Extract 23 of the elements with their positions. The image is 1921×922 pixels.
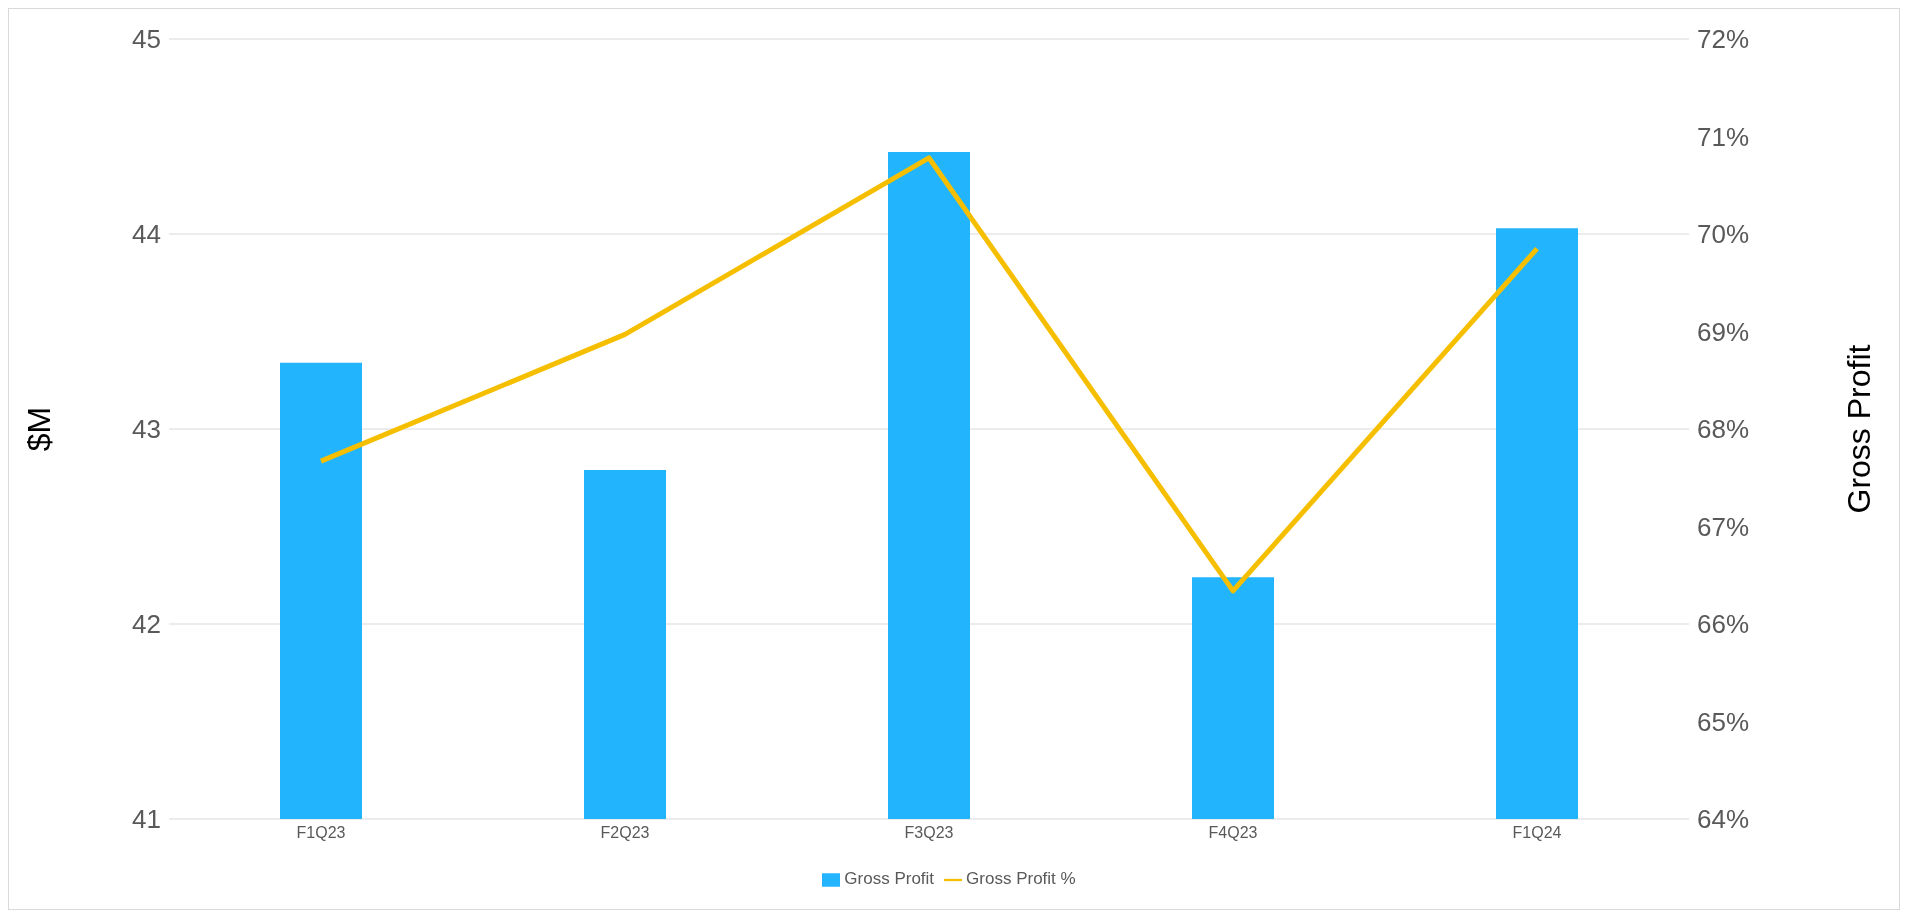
y2-tick-label: 69% bbox=[1697, 316, 1750, 347]
y2-tick-label: 68% bbox=[1697, 414, 1750, 445]
y2-axis-title: Gross Profit bbox=[1841, 344, 1878, 514]
y-tick-label: 43 bbox=[132, 414, 161, 445]
y-tick-label: 44 bbox=[132, 219, 161, 250]
y2-tick-label: 70% bbox=[1697, 219, 1750, 250]
y2-tick-label: 64% bbox=[1697, 804, 1750, 835]
legend-label: Gross Profit bbox=[844, 869, 935, 888]
x-tick-label: F2Q23 bbox=[600, 824, 650, 842]
y2-tick-label: 65% bbox=[1697, 706, 1750, 737]
y-tick-label: 41 bbox=[132, 804, 161, 835]
y-axis-title: $M bbox=[21, 406, 58, 452]
y2-tick-label: 67% bbox=[1697, 511, 1750, 542]
y2-tick-label: 66% bbox=[1697, 609, 1750, 640]
x-tick-label: F3Q23 bbox=[904, 824, 954, 842]
x-tick-label: F4Q23 bbox=[1208, 824, 1258, 842]
y-tick-label: 45 bbox=[132, 24, 161, 55]
x-tick-label: F1Q23 bbox=[296, 824, 346, 842]
y2-tick-label: 72% bbox=[1697, 24, 1750, 55]
x-tick-label: F1Q24 bbox=[1512, 824, 1562, 842]
y-tick-label: 42 bbox=[132, 609, 161, 640]
y2-tick-label: 71% bbox=[1697, 121, 1750, 152]
legend-label: Gross Profit % bbox=[966, 869, 1076, 888]
